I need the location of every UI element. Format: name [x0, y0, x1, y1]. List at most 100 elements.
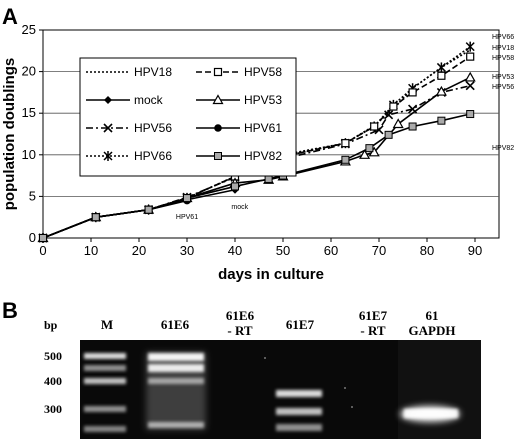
x-tick-label: 20 — [132, 243, 146, 258]
annotation-label: HPV61 — [176, 214, 198, 221]
data-point — [389, 102, 398, 111]
y-tick-label: 20 — [22, 64, 36, 79]
plot-frame — [42, 29, 500, 239]
speck — [351, 406, 353, 408]
band — [148, 422, 204, 428]
lane-label: 61E6 — [226, 308, 255, 323]
series-hpv18: HPV18 — [42, 45, 514, 239]
growth-curve-chart: 0 5 10 15 20 25 0 10 20 30 40 50 60 70 80 90 days in cul… — [1, 22, 514, 283]
data-point — [466, 52, 475, 61]
annotation-label: mock — [231, 204, 248, 211]
x-tick-label: 70 — [372, 243, 386, 258]
legend-marker — [213, 67, 223, 77]
lane-label: GAPDH — [409, 323, 456, 338]
x-stroke — [384, 110, 394, 120]
legend-item: HPV53 — [196, 93, 282, 107]
data-point — [91, 213, 100, 222]
series-line — [42, 199, 188, 239]
data-point — [359, 149, 371, 159]
series-mock — [39, 185, 239, 242]
x-axis-title: days in culture — [218, 266, 324, 283]
lane-label: M — [101, 317, 113, 332]
ladder-band — [84, 406, 126, 412]
x-stroke — [465, 81, 475, 91]
x-tick-label: 80 — [420, 243, 434, 258]
band — [404, 409, 458, 418]
x-stroke — [408, 104, 418, 114]
data-point — [183, 194, 191, 203]
legend-marker — [103, 123, 113, 133]
series-end-label: HPV58 — [492, 55, 514, 62]
legend-marker — [214, 152, 222, 160]
legend-item: HPV66 — [86, 149, 172, 163]
band — [148, 353, 204, 361]
series-line — [42, 188, 236, 239]
data-point — [435, 85, 447, 96]
data-point — [231, 182, 239, 191]
legend-marker — [212, 94, 224, 105]
data-point — [408, 122, 417, 131]
series-end-label: HPV18 — [492, 45, 514, 52]
ladder-band — [84, 365, 126, 371]
y-tick-label: 15 — [22, 105, 36, 120]
series-end-label: HPV66 — [492, 34, 514, 41]
ladder-label: 400 — [44, 374, 62, 388]
x-tick-label: 90 — [468, 243, 482, 258]
legend-label: HPV56 — [134, 121, 172, 135]
panel-a-letter: A — [2, 4, 18, 29]
lane-label: 61 — [426, 308, 439, 323]
data-point — [466, 110, 475, 119]
legend-label: HPV53 — [244, 93, 282, 107]
x-tick-label: 30 — [180, 243, 194, 258]
legend-item: HPV82 — [196, 149, 282, 163]
lane-label: 61E6 — [161, 317, 190, 332]
series-end-label: HPV82 — [492, 145, 514, 152]
x-stroke — [103, 123, 113, 133]
lane-label: 61E7 — [359, 308, 388, 323]
gapdh-lane-background — [398, 340, 481, 439]
bp-label: bp — [44, 318, 58, 332]
y-tick-label: 5 — [29, 188, 36, 203]
y-axis-title: population doublings — [1, 58, 18, 210]
legend-label: HPV66 — [134, 149, 172, 163]
legend-label: HPV61 — [244, 121, 282, 135]
x-tick-label: 10 — [84, 243, 98, 258]
series-end-label: HPV53 — [492, 74, 514, 81]
lane-label: - RT — [227, 323, 253, 338]
x-tick-label: 50 — [276, 243, 290, 258]
series-end-label: HPV56 — [492, 84, 514, 91]
legend-item: HPV61 — [196, 121, 282, 135]
legend-marker — [103, 151, 113, 161]
data-point — [144, 205, 153, 214]
lane-label: 61E7 — [286, 317, 315, 332]
data-point — [384, 110, 394, 120]
data-point — [392, 118, 404, 129]
ladder-band — [84, 378, 126, 384]
data-point — [465, 41, 475, 52]
data-point — [384, 130, 393, 139]
y-tick-label: 0 — [29, 230, 36, 245]
data-point — [464, 71, 476, 82]
ladder-label: 300 — [44, 402, 62, 416]
data-point — [365, 144, 374, 153]
legend-label: HPV58 — [244, 65, 282, 79]
data-point — [436, 62, 446, 73]
x-tick-label: 0 — [39, 243, 46, 258]
band — [276, 390, 322, 397]
x-stroke — [374, 125, 384, 135]
data-point — [370, 122, 379, 131]
y-tick-label: 10 — [22, 147, 36, 162]
legend-label: mock — [134, 93, 164, 107]
legend-item: HPV56 — [86, 121, 172, 135]
smear — [146, 352, 206, 430]
data-point — [408, 88, 417, 97]
data-point — [437, 71, 446, 80]
band — [148, 364, 204, 372]
ladder-labels: 500 400 300 — [44, 349, 62, 416]
data-point — [341, 155, 350, 164]
data-point — [39, 234, 47, 242]
legend-item: HPV18 — [86, 65, 172, 79]
speck — [264, 357, 266, 359]
